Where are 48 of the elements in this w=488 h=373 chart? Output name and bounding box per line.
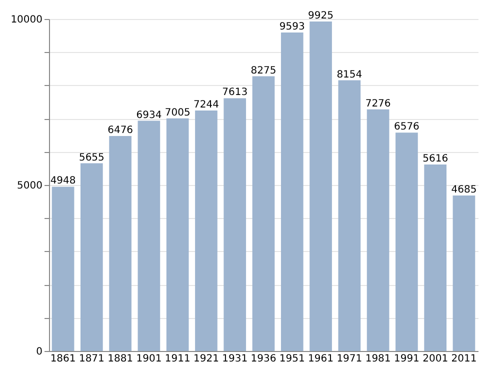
bar	[310, 21, 332, 351]
data-label: 6476	[108, 124, 134, 136]
x-tick-label: 1936	[250, 354, 276, 364]
data-label: 5616	[422, 154, 448, 165]
data-label: 6576	[394, 122, 420, 133]
data-label: 8154	[336, 69, 362, 80]
bar	[396, 132, 418, 351]
x-tick-label: 1961	[308, 354, 334, 364]
bar	[424, 164, 446, 351]
bar	[138, 120, 160, 351]
x-tick-label: 1881	[108, 354, 134, 364]
data-label: 4685	[451, 184, 477, 196]
x-tick-label: 1981	[365, 354, 391, 364]
y-tick-label: 0	[36, 346, 42, 358]
data-label: 9925	[308, 10, 334, 22]
bar	[224, 98, 246, 351]
bar	[166, 118, 189, 351]
data-label: 7005	[164, 107, 190, 118]
x-tick-label: 2001	[422, 354, 448, 364]
x-tick-label: 1911	[164, 354, 190, 364]
x-tick-label: 1921	[193, 354, 219, 364]
x-tick-label: 1901	[136, 354, 162, 364]
bar	[280, 32, 304, 351]
bar	[452, 195, 476, 351]
data-label: 7613	[222, 87, 248, 98]
bar	[252, 76, 275, 351]
x-tick-label: 1971	[336, 354, 362, 364]
y-tick-label: 5000	[17, 180, 42, 192]
bar	[109, 136, 132, 351]
x-tick-label: 1951	[279, 354, 305, 364]
data-label: 5655	[78, 152, 104, 164]
bar	[366, 109, 390, 351]
data-label: 6934	[136, 110, 162, 121]
data-label: 4948	[50, 176, 76, 187]
x-tick-label: 2011	[451, 354, 477, 364]
data-label: 7276	[365, 98, 391, 110]
bar	[195, 110, 218, 351]
bar	[52, 186, 74, 351]
x-tick-label: 1931	[222, 354, 248, 364]
x-tick-label: 1991	[394, 354, 420, 364]
x-tick-label: 1861	[50, 354, 76, 364]
y-tick-label: 10000	[10, 14, 42, 26]
data-label: 9593	[279, 22, 305, 33]
x-tick-label: 1871	[78, 354, 104, 364]
bar	[338, 80, 361, 351]
bar	[80, 163, 103, 351]
data-label: 8275	[250, 65, 276, 76]
data-label: 7244	[193, 100, 219, 110]
